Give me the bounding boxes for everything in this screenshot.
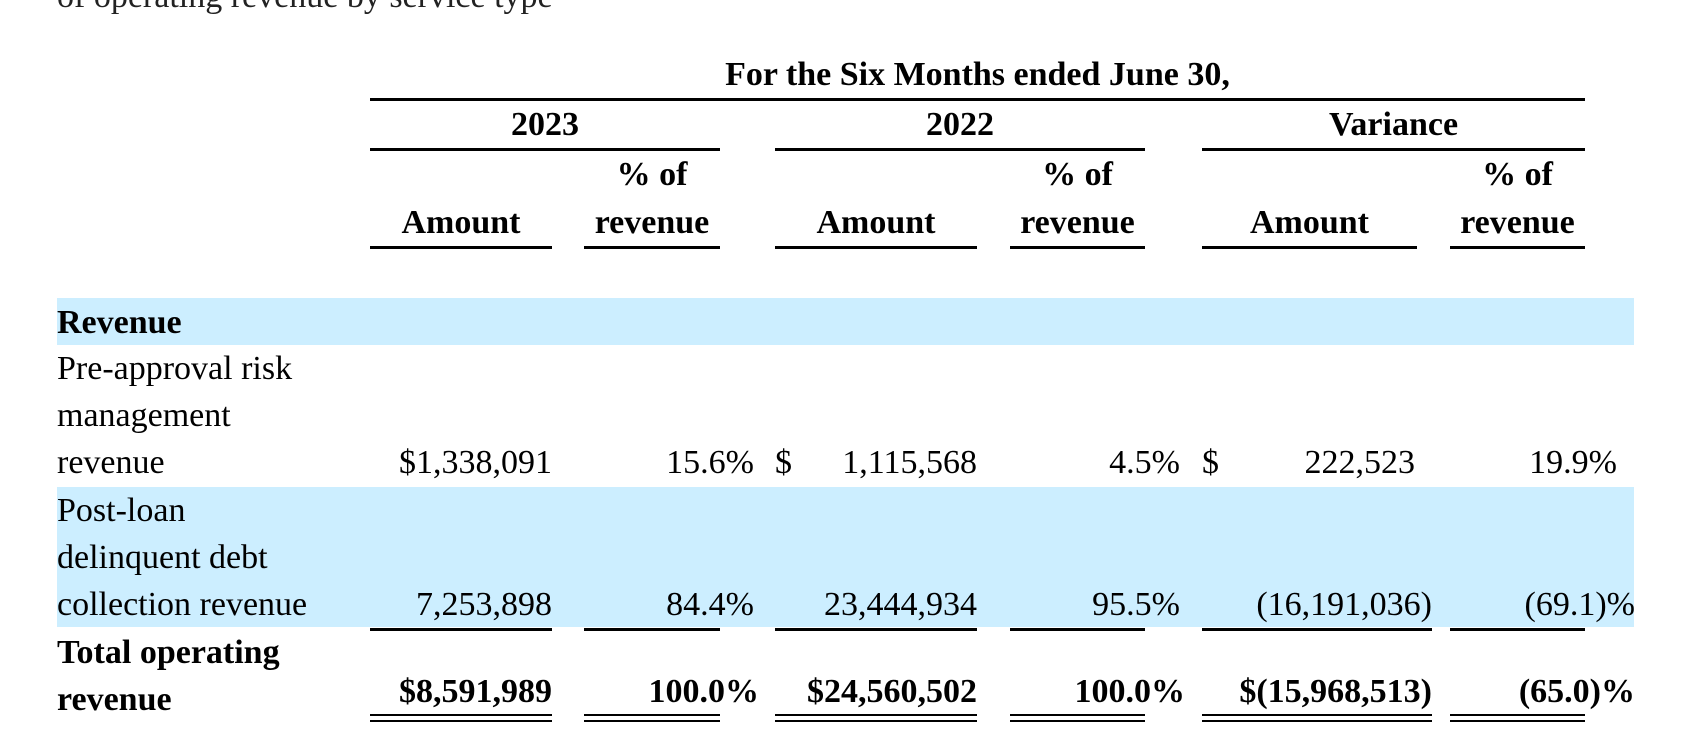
row-postloan-band <box>57 487 1634 627</box>
subtotal-rule-2023-amount <box>370 628 552 631</box>
row-postloan-2022-pct: 95.5% <box>1092 586 1180 623</box>
row-preapproval-label-line1: Pre-approval risk <box>57 350 293 387</box>
col-var-pct-header-line2: revenue <box>1460 204 1575 241</box>
col-2022-amount-rule <box>775 246 977 249</box>
col-2023-pct-header-line1: % of <box>616 156 688 193</box>
total-2022-amount: $24,560,502 <box>807 673 977 710</box>
col-var-pct-rule <box>1450 246 1585 249</box>
period-title-rule <box>370 98 1585 101</box>
group-2023-rule <box>370 148 720 151</box>
col-2023-amount-header: Amount <box>401 204 521 241</box>
row-preapproval-var-pct: 19.9% <box>1529 444 1617 481</box>
col-2023-amount-rule <box>370 246 552 249</box>
row-postloan-2022-amount: 23,444,934 <box>824 586 977 623</box>
row-preapproval-2022-pct: 4.5% <box>1109 444 1180 481</box>
col-2023-pct-rule <box>584 246 720 249</box>
subtotal-rule-var-pct <box>1450 628 1585 631</box>
col-var-amount-header: Amount <box>1249 204 1370 241</box>
total-double-rule-2023-pct <box>584 714 720 722</box>
subtotal-rule-2023-pct <box>584 628 720 631</box>
group-variance-rule <box>1202 148 1585 151</box>
row-preapproval-2023-pct: 15.6% <box>666 444 754 481</box>
subtotal-rule-2022-amount <box>775 628 977 631</box>
col-2022-pct-header-line1: % of <box>1042 156 1113 193</box>
row-preapproval-2023-amount: $1,338,091 <box>399 444 552 481</box>
row-postloan-label-line1: Post-loan <box>57 492 186 529</box>
row-postloan-label-line3: collection revenue <box>57 586 308 623</box>
row-preapproval-var-dollar: $ <box>1202 444 1219 481</box>
group-2022-rule <box>775 148 1145 151</box>
total-double-rule-2022-pct <box>1010 714 1145 722</box>
total-double-rule-var-amount <box>1202 714 1432 722</box>
total-var-pct: (65.0)% <box>1518 673 1635 710</box>
total-double-rule-2022-amount <box>775 714 977 722</box>
row-postloan-2023-pct: 84.4% <box>666 586 754 623</box>
total-var-amount: $(15,968,513) <box>1239 673 1432 710</box>
row-preapproval-2022-amount: 1,115,568 <box>842 444 977 481</box>
total-label-line2: revenue <box>57 681 172 718</box>
row-preapproval-label-line2: management <box>57 397 231 434</box>
col-var-amount-rule <box>1202 246 1417 249</box>
intro-text-fragment: of operating revenue by service type <box>57 0 553 14</box>
total-label-line1: Total operating <box>57 634 280 671</box>
col-var-pct-header-line1: % of <box>1482 156 1553 193</box>
col-2022-pct-rule <box>1010 246 1145 249</box>
col-2023-pct-header-line2: revenue <box>594 204 710 241</box>
row-postloan-label-line2: delinquent debt <box>57 539 268 576</box>
col-2022-pct-header-line2: revenue <box>1020 204 1135 241</box>
row-postloan-2023-amount: 7,253,898 <box>416 586 552 623</box>
row-preapproval-2022-dollar: $ <box>775 444 792 481</box>
total-2023-pct: 100.0% <box>648 673 760 710</box>
total-2022-pct: 100.0% <box>1074 673 1186 710</box>
row-postloan-var-pct: (69.1)% <box>1524 586 1635 623</box>
revenue-section-band <box>57 298 1634 345</box>
total-double-rule-var-pct <box>1450 714 1585 722</box>
subtotal-rule-2022-pct <box>1010 628 1145 631</box>
period-title: For the Six Months ended June 30, <box>725 56 1230 93</box>
total-double-rule-2023-amount <box>370 714 552 722</box>
row-postloan-var-amount: (16,191,036) <box>1256 586 1432 623</box>
row-preapproval-var-amount: 222,523 <box>1304 444 1416 481</box>
group-variance-label: Variance <box>1328 106 1459 143</box>
row-preapproval-label-line3: revenue <box>57 444 165 481</box>
col-2022-amount-header: Amount <box>816 204 936 241</box>
total-2023-amount: $8,591,989 <box>399 673 552 710</box>
group-2023-label: 2023 <box>511 106 579 143</box>
group-2022-label: 2022 <box>926 106 994 143</box>
subtotal-rule-var-amount <box>1202 628 1432 631</box>
revenue-section-label: Revenue <box>57 304 182 341</box>
